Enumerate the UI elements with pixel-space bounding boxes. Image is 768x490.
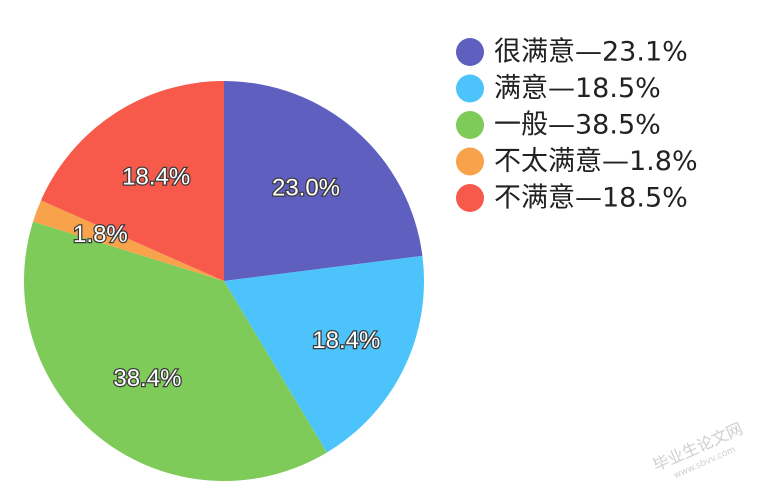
pie-slice-label-2: 38.4%: [113, 365, 181, 392]
pie-slice-label-4: 18.4%: [122, 164, 190, 191]
pie-slice-3: [33, 200, 224, 281]
legend-swatch-2: [456, 111, 484, 139]
legend: 很满意—23.1% 满意—18.5% 一般—38.5% 不太满意—1.8% 不满意—18…: [456, 37, 698, 214]
legend-label-0: 很满意—23.1%: [494, 37, 688, 68]
legend-label-2: 一般—38.5%: [494, 110, 661, 141]
legend-label-4: 不满意—18.5%: [494, 183, 688, 214]
legend-swatch-1: [456, 74, 484, 103]
legend-swatch-0: [456, 38, 484, 66]
pie-slice-0: [224, 81, 423, 281]
pie-slice-1: [224, 255, 424, 453]
pie-slices: [24, 81, 424, 482]
pie-slice-label-0: 23.0%: [272, 175, 340, 202]
pie-slice-2: [24, 221, 327, 482]
legend-label-3: 不太满意—1.8%: [494, 146, 698, 177]
watermark: 毕业生论文网 www.sbvv.com: [650, 419, 745, 481]
pie-slice-label-1: 18.4%: [312, 327, 380, 354]
legend-label-1: 满意—18.5%: [494, 73, 661, 104]
legend-swatch-4: [456, 184, 484, 212]
legend-swatch-3: [456, 147, 484, 176]
pie-slice-4: [40, 81, 225, 281]
pie-slice-labels: 23.0% 18.4% 38.4% 1.8% 18.4%: [72, 162, 382, 393]
pie-slice-label-3: 1.8%: [73, 221, 128, 248]
